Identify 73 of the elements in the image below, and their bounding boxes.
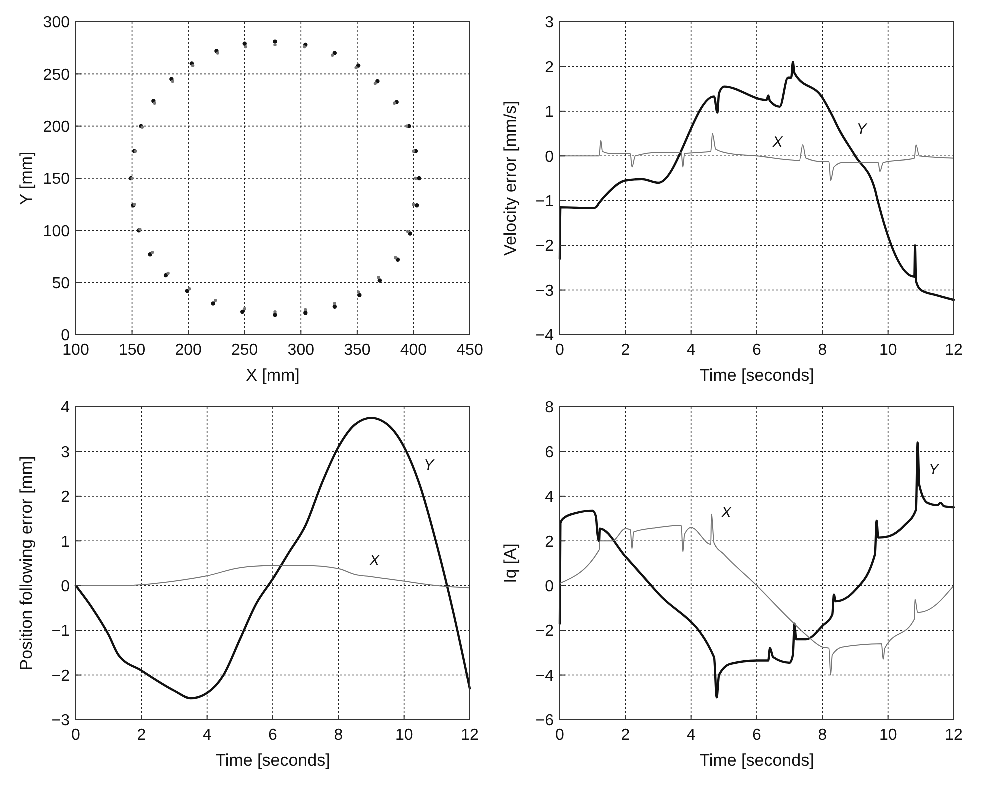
y-tick-label: −2 (52, 668, 70, 685)
x-tick-label: 6 (752, 342, 762, 359)
x-tick-label: 4 (686, 342, 696, 359)
x-tick-label: 350 (344, 342, 371, 359)
x-tick-label: 0 (556, 727, 565, 744)
x-tick-label: 4 (202, 727, 212, 744)
y-tick-label: −1 (52, 623, 70, 640)
series-label: X (368, 552, 381, 570)
series-label: Y (424, 456, 436, 474)
y-axis-title: Velocity error [mm/s] (501, 101, 520, 256)
y-tick-label: 2 (545, 59, 554, 76)
y-tick-label: −3 (52, 712, 70, 730)
series-label: Y (928, 462, 940, 479)
x-tick-label: 450 (456, 342, 484, 359)
x-axis-title: Time [seconds] (700, 366, 814, 385)
y-tick-label: 1 (545, 104, 554, 122)
y-tick-label: 200 (43, 118, 70, 136)
x-tick-label: 10 (879, 342, 898, 359)
x-tick-label: 2 (621, 727, 630, 744)
x-tick-label: 8 (334, 727, 344, 744)
y-tick-label: 250 (43, 66, 70, 84)
series-label: X (720, 504, 732, 522)
y-tick-label: −4 (536, 668, 554, 685)
x-tick-label: 2 (137, 727, 146, 744)
y-tick-label: 4 (545, 489, 554, 506)
x-tick-label: 12 (945, 727, 963, 744)
x-tick-label: 10 (879, 727, 898, 744)
x-tick-label: 150 (118, 342, 146, 359)
y-tick-label: 50 (52, 275, 70, 292)
x-tick-label: 6 (752, 727, 762, 744)
x-tick-label: 12 (461, 727, 479, 744)
y-tick-label: 4 (61, 400, 70, 417)
y-tick-label: 150 (43, 171, 70, 188)
y-tick-label: −2 (536, 238, 554, 256)
x-tick-label: 400 (400, 342, 428, 359)
y-axis-title: Y [mm] (17, 152, 36, 206)
x-tick-label: 4 (686, 727, 696, 744)
y-tick-label: −6 (536, 712, 554, 730)
x-tick-label: 6 (268, 727, 278, 744)
y-tick-label: 0 (545, 148, 554, 166)
x-axis-title: Time [seconds] (700, 751, 814, 770)
y-tick-label: −3 (536, 282, 554, 300)
x-tick-label: 0 (72, 727, 81, 744)
y-tick-label: 0 (61, 578, 70, 596)
y-tick-label: −4 (536, 328, 554, 345)
x-tick-label: 12 (945, 342, 963, 359)
series-label: Y (856, 120, 868, 138)
y-tick-label: 1 (61, 534, 70, 551)
y-tick-label: 6 (545, 444, 554, 462)
x-axis-title: X [mm] (246, 366, 300, 385)
x-axis-title: Time [seconds] (216, 751, 330, 770)
x-tick-label: 250 (232, 342, 258, 359)
x-tick-label: 8 (818, 342, 828, 359)
y-tick-label: 0 (61, 328, 70, 345)
x-tick-label: 10 (395, 727, 414, 744)
series-label: X (772, 134, 784, 152)
x-tick-label: 2 (621, 342, 630, 359)
x-tick-label: 300 (288, 342, 315, 359)
y-tick-label: 2 (61, 489, 70, 506)
x-tick-label: 0 (556, 342, 565, 359)
y-tick-label: 3 (61, 444, 70, 462)
y-tick-label: −2 (536, 623, 554, 640)
y-axis-title: Position following error [mm] (17, 456, 36, 671)
y-tick-label: 300 (43, 14, 70, 32)
x-tick-label: 8 (818, 727, 828, 744)
y-tick-label: 0 (545, 578, 554, 596)
y-tick-label: 8 (545, 400, 554, 417)
y-axis-title: Iq [A] (501, 544, 520, 584)
y-tick-label: 100 (43, 223, 70, 240)
x-tick-label: 200 (175, 342, 202, 359)
y-tick-label: −1 (536, 193, 554, 210)
y-tick-label: 2 (545, 534, 554, 551)
y-tick-label: 3 (545, 14, 554, 32)
